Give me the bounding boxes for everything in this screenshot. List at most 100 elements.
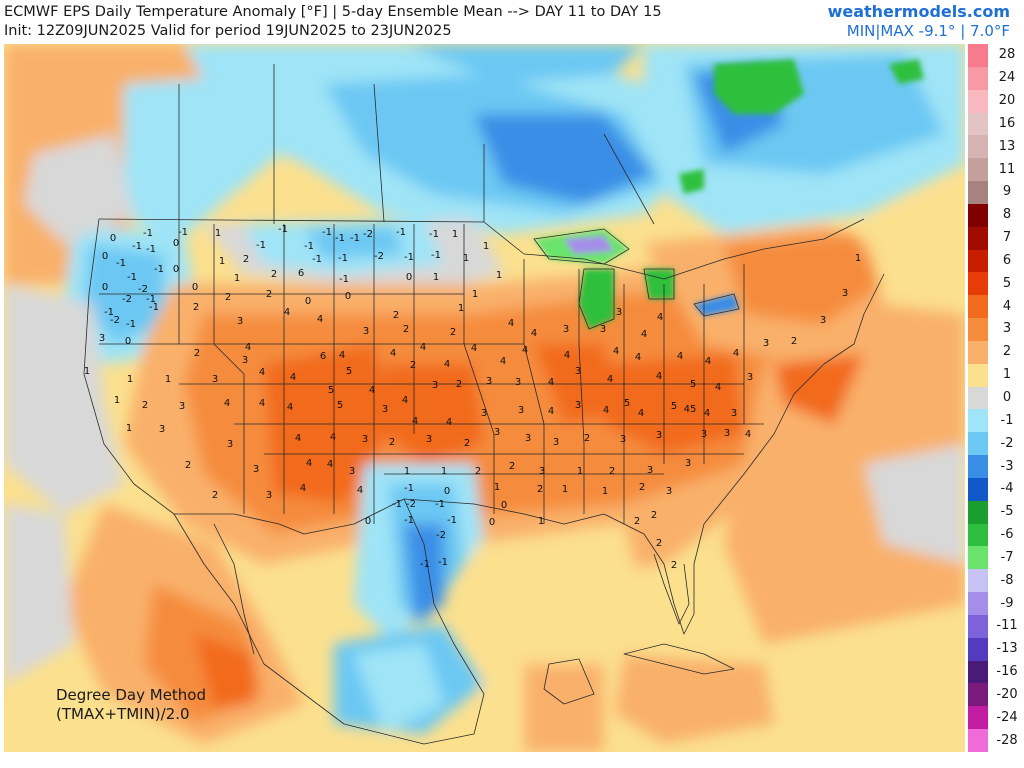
legend-swatch [968,683,988,707]
legend-label: 1 [1002,367,1012,383]
station-value: 2 [537,484,543,495]
station-value: -1 [435,499,445,510]
station-value: 4 [402,395,408,406]
station-value: 2 [212,490,218,501]
legend-label: 3 [1002,321,1012,337]
station-value: 3 [212,374,218,385]
station-value: 3 [701,429,707,440]
station-value: 1 [84,366,90,377]
legend-swatch [968,614,988,639]
anomaly-map-svg: -1 -1 1 -1 -1 -2 -1 10-1 0 -1 -1-1 -1 -11-1-1-1 00 1 2-… [4,44,965,752]
station-value: 4 [306,458,312,469]
legend-label: 28 [998,47,1016,63]
station-value: -2 [406,499,416,510]
station-value: -1 [256,240,266,251]
station-value: -1 [338,253,348,264]
anomaly-fill-layer [4,44,965,752]
station-value: 1 [562,484,568,495]
station-value: 1 [404,466,410,477]
station-value: 5 [624,398,630,409]
station-value: 4 [704,408,710,419]
station-value: 1 [458,303,464,314]
station-value: 0 [110,233,116,244]
legend-label: 11 [998,161,1016,177]
station-value: 4 [607,374,613,385]
station-value: 0 [192,282,198,293]
station-value: 3 [525,433,531,444]
station-value: 1 [215,228,221,239]
station-value: 0 [102,282,108,293]
station-value: 3 [515,377,521,388]
station-value: 3 [747,372,753,383]
station-value: 3 [494,427,500,438]
map-title: ECMWF EPS Daily Temperature Anomaly [°F]… [4,4,662,20]
legend-swatch [968,546,988,570]
legend-swatch [968,637,988,662]
station-value: 1 [126,423,132,434]
station-value: 4 [522,345,528,356]
station-value: -1 [154,264,164,275]
station-value: 2 [194,348,200,359]
station-value: -1 [392,499,402,510]
station-value: -1 [404,515,414,526]
station-value: 4 [471,343,477,354]
station-value: 4 [677,351,683,362]
station-value: 4 [656,371,662,382]
station-value: 3 [842,288,848,299]
station-value: 0 [365,516,371,527]
method-note: Degree Day Method (TMAX+TMIN)/2.0 [56,686,206,724]
legend-label: 13 [998,138,1016,154]
station-value: -1 [127,272,137,283]
legend-swatch [968,386,988,410]
legend-label: -1 [1000,412,1014,428]
legend-label: -8 [1000,572,1014,588]
station-value: 3 [481,408,487,419]
station-value: 3 [563,324,569,335]
station-value: 4 [635,352,641,363]
station-value: 1 [855,253,861,264]
station-value: 2 [584,433,590,444]
station-value: 3 [382,404,388,415]
station-value: 6 [320,351,326,362]
station-value: 4 [339,350,345,361]
station-value: 4 [357,485,363,496]
station-value: 0 [444,486,450,497]
station-value: 3 [518,405,524,416]
station-value: 3 [763,338,769,349]
station-value: 1 [538,516,544,527]
legend-label: -3 [1000,458,1014,474]
station-value: 5 [671,401,677,412]
station-value: 4 [745,429,751,440]
legend-label: 8 [1002,207,1012,223]
station-value: -1 [116,258,126,269]
station-value: -1 [404,483,414,494]
station-value: 1 [441,466,447,477]
station-value: 3 [237,316,243,327]
method-line-1: Degree Day Method [56,686,207,704]
legend-swatch [968,729,988,753]
station-value: -1 [420,559,430,570]
legend-swatch [968,523,988,547]
station-value: 1 [452,229,458,240]
legend-label: -24 [996,709,1018,725]
station-value: -1 [146,294,156,305]
legend-swatch [968,706,988,730]
station-value: 4 [715,382,721,393]
station-value: 2 [393,310,399,321]
station-value: 5 [690,379,696,390]
station-value: 5 [337,400,343,411]
station-value: 4 [705,356,711,367]
station-value: 3 [575,400,581,411]
station-value: 45 [684,404,697,415]
brand-link[interactable]: weathermodels.com [827,2,1010,21]
legend-label: 24 [998,70,1016,86]
station-value: 3 [99,333,105,344]
station-value: 3 [656,430,662,441]
station-value: 2 [651,510,657,521]
station-value: -1 [429,229,439,240]
station-value: 3 [242,355,248,366]
station-value: -1 [143,228,153,239]
legend-swatch [968,660,988,684]
legend-label: -5 [1000,504,1014,520]
legend-swatch [968,318,988,342]
